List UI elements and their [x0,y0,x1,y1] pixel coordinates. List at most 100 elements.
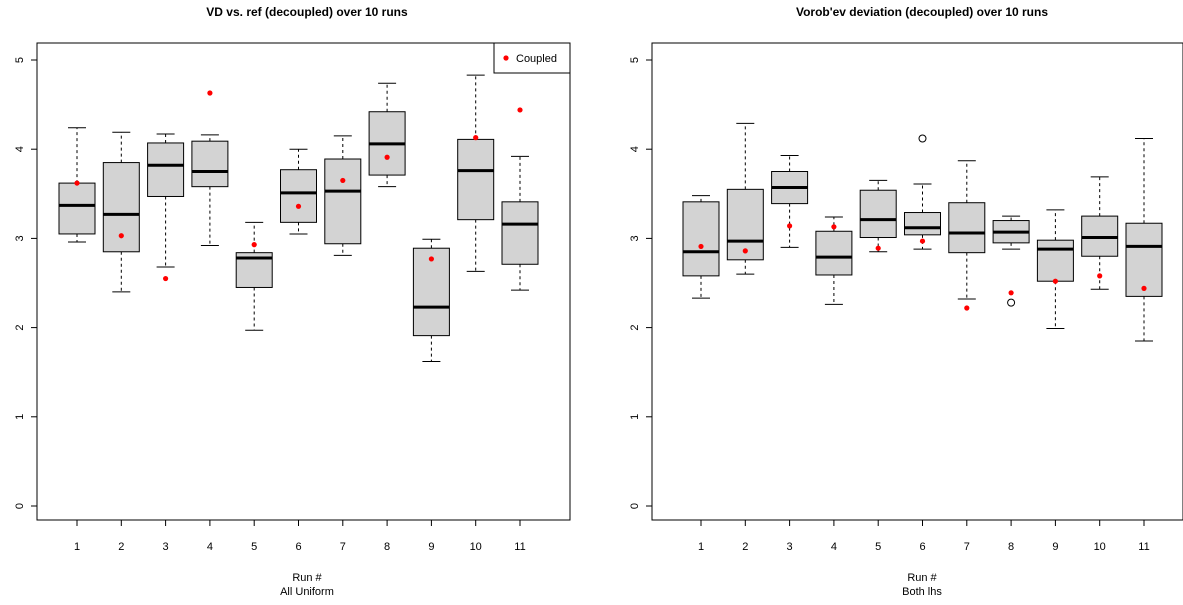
left-coupled-point [517,107,523,113]
left-x-tick-label: 9 [428,541,434,553]
right-x-tick-label: 10 [1094,541,1106,553]
left-x-tick-label: 11 [514,541,525,553]
left-coupled-point [118,233,124,239]
left-box-run-4 [191,134,229,247]
left-x-tick-label: 8 [384,541,390,553]
right-chart-panel: Vorob'ev deviation (decoupled) over 10 r… [629,5,1183,598]
right-box-run-4 [815,216,853,305]
right-x-tick-label: 6 [919,541,925,553]
left-y-tick-label: 0 [14,503,26,509]
right-coupled-point [742,248,748,254]
left-coupled-point [428,256,434,262]
left-box-run-10 [457,74,495,272]
right-outlier-point [918,134,927,143]
right-box-run-6 [904,183,941,250]
left-box-run-11 [501,155,539,291]
legend-label: Coupled [516,53,557,65]
right-box-run-5 [859,179,897,253]
left-x-tick-label: 10 [470,541,482,553]
left-x-tick-label: 3 [163,541,169,553]
right-coupled-point [1097,273,1103,279]
left-y-tick-label: 5 [14,57,26,63]
box-iqr [904,212,941,236]
left-box-run-3 [147,133,185,268]
left-x-tick-label: 5 [251,541,257,553]
right-coupled-point [919,238,926,244]
left-legend: Coupled [493,42,571,74]
right-box-run-3 [771,154,809,248]
left-box-run-9 [412,238,450,362]
left-coupled-point [340,177,346,184]
box-iqr [58,182,96,235]
right-coupled-point [1008,290,1014,296]
left-coupled-point [251,242,257,248]
right-x-tick-label: 8 [1008,541,1014,553]
right-x-tick-label: 1 [698,541,704,553]
left-box-run-5 [235,221,273,331]
left-coupled-point [163,275,169,282]
left-x-tick-label: 4 [207,541,213,553]
right-coupled-point [787,223,793,229]
left-coupled-point [473,135,479,141]
left-box-run-7 [324,135,362,256]
right-x-tick-label: 2 [742,541,748,553]
box-iqr [726,188,764,261]
right-x-tick-label: 9 [1052,541,1058,553]
right-coupled-point [698,243,704,250]
right-coupled-point [1052,278,1058,284]
right-box-run-9 [1036,209,1074,329]
box-iqr [102,162,140,253]
left-plot-frame [36,42,571,521]
right-coupled-point [964,305,970,311]
left-box-run-8 [368,82,406,188]
left-x-axis-subtitle: All Uniform [280,586,334,598]
box-iqr [147,142,185,197]
left-y-tick-label: 1 [14,414,26,420]
left-x-tick-label: 1 [74,541,80,553]
left-box-run-1 [58,127,96,243]
right-x-tick-label: 4 [831,541,837,553]
box-iqr [501,201,539,265]
right-coupled-point [831,224,837,230]
box-iqr [948,202,986,254]
left-x-tick-label: 7 [340,541,346,553]
box-iqr [859,189,897,239]
right-outlier-point [1007,298,1016,307]
box-iqr [457,138,495,221]
right-box-run-11 [1125,137,1163,342]
left-coupled-point [207,90,213,96]
right-y-tick-label: 2 [629,325,641,331]
left-x-axis-label: Run # [292,572,322,584]
right-plot-frame [651,42,1183,521]
left-y-tick-label: 4 [14,146,26,152]
right-y-tick-label: 5 [629,57,641,63]
box-iqr [280,169,317,223]
right-x-tick-label: 7 [964,541,970,553]
right-y-tick-label: 3 [629,235,641,241]
box-iqr [1036,239,1074,282]
left-y-tick-label: 2 [14,325,26,331]
right-box-run-8 [992,215,1030,250]
right-x-axis-subtitle: Both lhs [902,586,942,598]
right-x-tick-label: 11 [1138,541,1149,553]
right-coupled-point [1141,285,1147,291]
left-chart-title: VD vs. ref (decoupled) over 10 runs [206,5,408,19]
box-iqr [191,140,229,188]
right-box-run-2 [726,122,764,275]
left-chart-panel: VD vs. ref (decoupled) over 10 runs Run … [14,5,571,598]
left-coupled-point [74,180,80,186]
right-y-tick-label: 0 [629,503,641,509]
right-box-run-1 [682,195,720,299]
left-box-run-2 [102,131,140,293]
right-coupled-point [875,245,881,251]
left-y-tick-label: 3 [14,235,26,241]
right-box-run-10 [1081,176,1119,290]
left-x-tick-label: 6 [295,541,301,553]
box-iqr [682,201,720,277]
right-chart-title: Vorob'ev deviation (decoupled) over 10 r… [796,5,1048,19]
right-box-run-7 [948,160,986,300]
box-iqr [324,158,362,245]
left-box-run-6 [280,148,317,235]
right-x-tick-label: 3 [787,541,793,553]
